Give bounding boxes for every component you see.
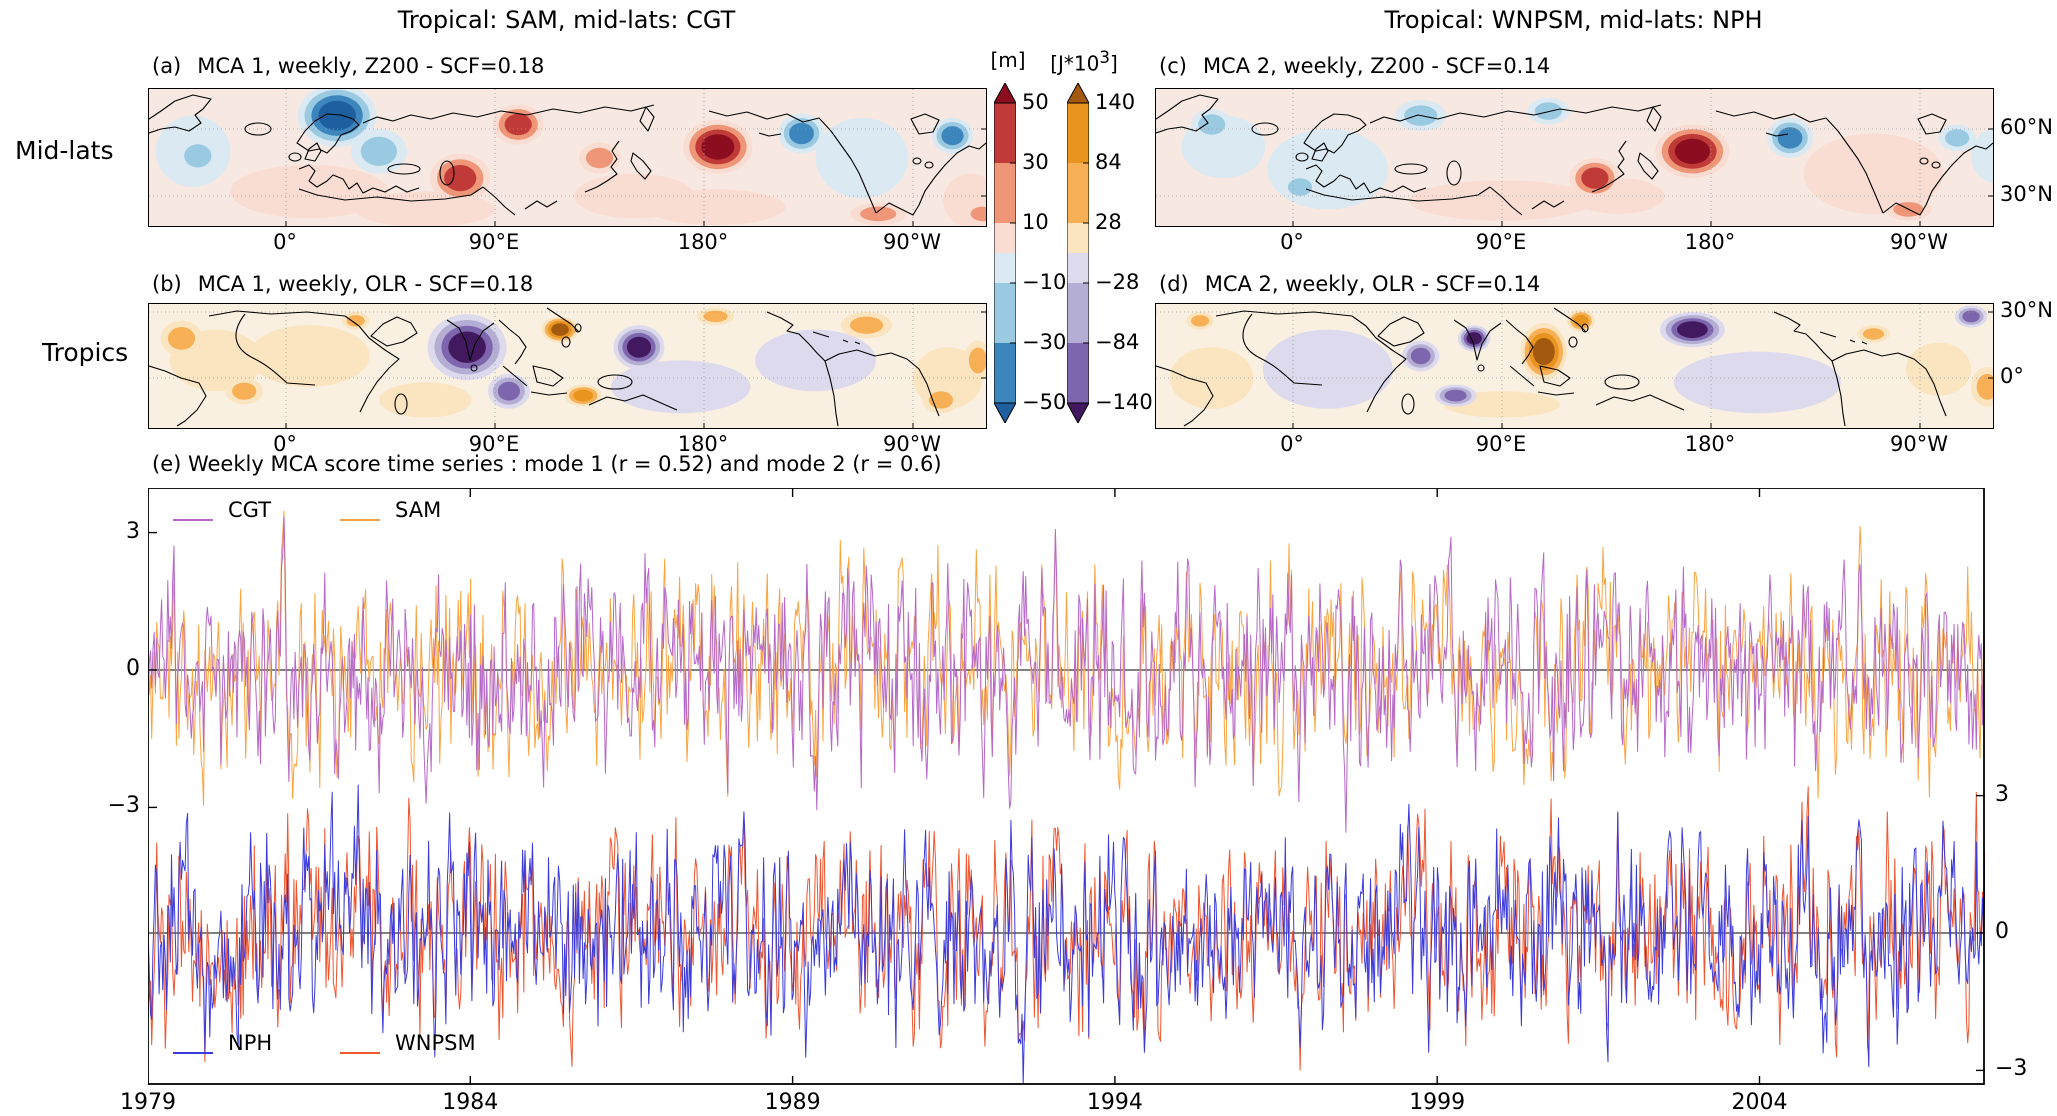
legend-top-label-cgt: CGT	[228, 498, 272, 522]
series-cgt	[148, 516, 1985, 833]
panel-e-title: (e) Weekly MCA score time series : mode …	[152, 452, 942, 476]
panel-b-label: (b)	[152, 272, 182, 296]
map-b-lon-tick-1: 90°E	[468, 432, 520, 456]
ts-left-tick-0: 3	[126, 518, 140, 544]
ts-year-tick-2: 1989	[764, 1090, 821, 1115]
colorbar-z200-tick-3: −10	[1022, 270, 1067, 294]
map-d-lat-tick-1: 0°	[2000, 364, 2024, 388]
colorbar-olr-tick-3: −28	[1095, 270, 1140, 294]
map-a-lon-tick-3: 90°W	[883, 230, 941, 254]
colorbar-olr-tick-1: 84	[1095, 150, 1122, 174]
left-column-title: Tropical: SAM, mid-lats: CGT	[397, 6, 736, 34]
map-panel-c	[1155, 88, 1994, 227]
map-d-lon-tick-1: 90°E	[1475, 432, 1527, 456]
map-svg-c	[1156, 89, 1993, 226]
colorbar-z200	[994, 83, 1016, 423]
map-svg-b	[149, 304, 986, 428]
panel-c-title-text: MCA 2, weekly, Z200 - SCF=0.14	[1202, 54, 1551, 78]
panel-c-label: (c)	[1159, 54, 1187, 78]
right-column-title: Tropical: WNPSM, mid-lats: NPH	[1384, 6, 1763, 34]
ts-year-tick-5: 2004	[1731, 1090, 1788, 1115]
colorbar-z200-tick-1: 30	[1022, 150, 1049, 174]
map-d-lon-tick-0: 0°	[1280, 432, 1304, 456]
series-nph	[148, 784, 1985, 1085]
colorbar-olr-unit: [J*103]	[1042, 48, 1126, 76]
map-panel-d	[1155, 303, 1994, 429]
panel-c-title: (c) MCA 2, weekly, Z200 - SCF=0.14	[1159, 54, 1550, 78]
map-panel-a	[148, 88, 987, 227]
map-a-lon-tick-0: 0°	[273, 230, 297, 254]
panel-d-title: (d) MCA 2, weekly, OLR - SCF=0.14	[1159, 272, 1540, 296]
colorbar-olr-svg	[1067, 83, 1089, 423]
ts-right-tick-2: −3	[1995, 1056, 2028, 1082]
legend-bottom-swatch-nph	[173, 1052, 213, 1054]
colorbar-z200-tick-0: 50	[1022, 90, 1049, 114]
ts-year-tick-3: 1994	[1086, 1090, 1143, 1115]
timeseries-svg	[148, 488, 1985, 1085]
colorbar-olr-tick-5: −140	[1095, 390, 1153, 414]
timeseries-plot	[148, 488, 1985, 1085]
colorbar-olr	[1067, 83, 1089, 423]
map-svg-d	[1156, 304, 1993, 428]
legend-bottom-label-nph: NPH	[228, 1031, 273, 1055]
legend-bottom-label-wnpsm: WNPSM	[395, 1031, 476, 1055]
panel-b-title: (b) MCA 1, weekly, OLR - SCF=0.18	[152, 272, 533, 296]
map-b-lon-tick-0: 0°	[273, 432, 297, 456]
colorbar-z200-svg	[994, 83, 1016, 423]
legend-top-swatch-cgt	[173, 519, 213, 521]
map-c-lon-tick-0: 0°	[1280, 230, 1304, 254]
map-d-lon-tick-3: 90°W	[1890, 432, 1948, 456]
panel-d-label: (d)	[1159, 272, 1189, 296]
map-b-lon-tick-2: 180°	[677, 432, 729, 456]
ts-year-tick-1: 1984	[442, 1090, 499, 1115]
colorbar-olr-tick-2: 28	[1095, 210, 1122, 234]
series-sam	[148, 510, 1985, 806]
map-panel-b	[148, 303, 987, 429]
colorbar-z200-unit: [m]	[990, 48, 1026, 72]
ts-year-tick-0: 1979	[120, 1090, 176, 1115]
ts-left-tick-2: −3	[107, 793, 140, 819]
row-label-midlats: Mid-lats	[15, 136, 114, 165]
map-c-lat-tick-1: 30°N	[2000, 182, 2053, 206]
panel-d-title-text: MCA 2, weekly, OLR - SCF=0.14	[1204, 272, 1541, 296]
colorbar-olr-unit-pre: [J*10	[1050, 51, 1100, 76]
panel-b-title-text: MCA 1, weekly, OLR - SCF=0.18	[197, 272, 534, 296]
map-svg-a	[149, 89, 986, 226]
ts-year-tick-4: 1999	[1409, 1090, 1466, 1115]
ts-right-tick-0: 3	[1995, 781, 2009, 807]
legend-top-swatch-sam	[340, 519, 380, 521]
colorbar-z200-tick-2: 10	[1022, 210, 1049, 234]
map-a-lon-tick-1: 90°E	[468, 230, 520, 254]
map-a-lon-tick-2: 180°	[677, 230, 729, 254]
map-b-lon-tick-3: 90°W	[883, 432, 941, 456]
map-d-lon-tick-2: 180°	[1684, 432, 1736, 456]
map-c-lat-tick-0: 60°N	[2000, 115, 2053, 139]
panel-a-label: (a)	[152, 54, 182, 78]
colorbar-olr-unit-sup: 3	[1099, 48, 1110, 67]
legend-bottom-swatch-wnpsm	[340, 1052, 380, 1054]
ts-left-tick-1: 0	[126, 656, 140, 681]
map-c-lon-tick-3: 90°W	[1890, 230, 1948, 254]
row-label-tropics: Tropics	[42, 338, 129, 367]
colorbar-olr-tick-0: 140	[1095, 90, 1136, 114]
colorbar-olr-tick-4: −84	[1095, 330, 1140, 354]
panel-a-title-text: MCA 1, weekly, Z200 - SCF=0.18	[197, 54, 545, 78]
map-d-lat-tick-0: 30°N	[2000, 298, 2053, 322]
colorbar-z200-tick-4: −30	[1022, 330, 1067, 354]
legend-top-label-sam: SAM	[395, 498, 442, 522]
colorbar-olr-unit-post: ]	[1109, 51, 1118, 76]
colorbar-z200-tick-5: −50	[1022, 390, 1067, 414]
map-c-lon-tick-1: 90°E	[1475, 230, 1527, 254]
ts-right-tick-1: 0	[1995, 919, 2009, 944]
map-c-lon-tick-2: 180°	[1684, 230, 1736, 254]
panel-a-title: (a) MCA 1, weekly, Z200 - SCF=0.18	[152, 54, 544, 78]
